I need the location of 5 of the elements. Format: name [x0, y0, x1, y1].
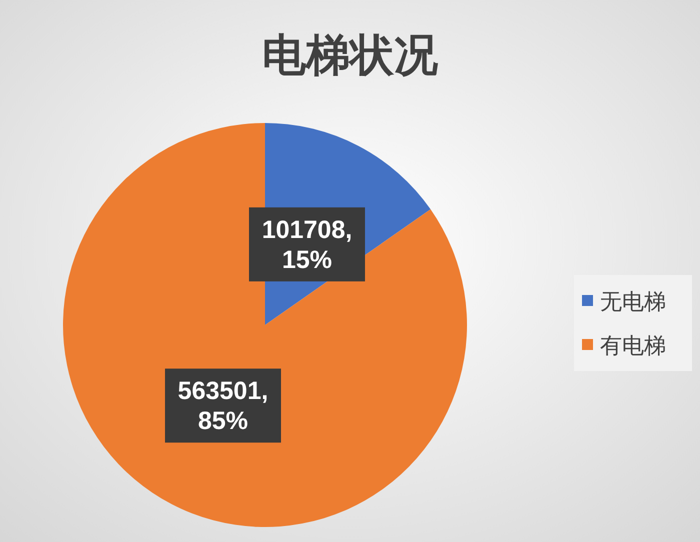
chart-title: 电梯状况	[262, 31, 438, 80]
data-label: 563501, 85%	[178, 377, 268, 436]
legend-label: 有电梯	[600, 333, 666, 358]
legend-label: 无电梯	[600, 289, 666, 314]
data-label: 101708, 15%	[262, 216, 352, 274]
